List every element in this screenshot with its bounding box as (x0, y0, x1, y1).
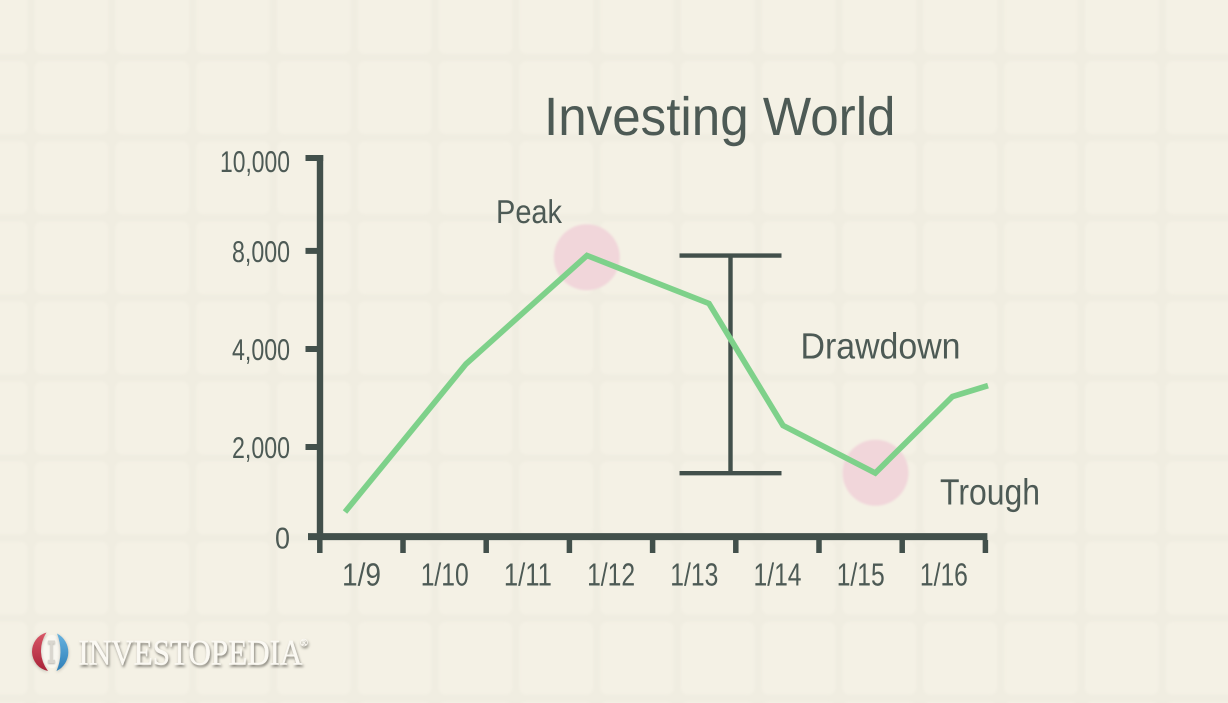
svg-text:4,000: 4,000 (232, 334, 290, 367)
svg-text:2,000: 2,000 (232, 432, 290, 465)
svg-text:1/13: 1/13 (670, 557, 718, 593)
svg-text:Trough: Trough (940, 472, 1040, 513)
svg-text:8,000: 8,000 (232, 236, 290, 269)
svg-text:1/16: 1/16 (920, 557, 968, 593)
svg-text:10,000: 10,000 (220, 146, 290, 179)
svg-text:1/12: 1/12 (587, 557, 635, 593)
svg-text:0: 0 (275, 522, 290, 555)
svg-text:Investing World: Investing World (544, 87, 896, 147)
svg-text:1/11: 1/11 (504, 557, 552, 593)
svg-text:1/14: 1/14 (754, 557, 802, 593)
svg-text:1/10: 1/10 (421, 557, 469, 593)
svg-text:1/9: 1/9 (342, 557, 381, 593)
svg-text:Peak: Peak (496, 193, 562, 230)
svg-text:®: ® (300, 638, 308, 649)
svg-text:INVESTOPEDIA: INVESTOPEDIA (79, 633, 303, 673)
svg-text:1/15: 1/15 (837, 557, 885, 593)
svg-text:Drawdown: Drawdown (801, 326, 961, 367)
